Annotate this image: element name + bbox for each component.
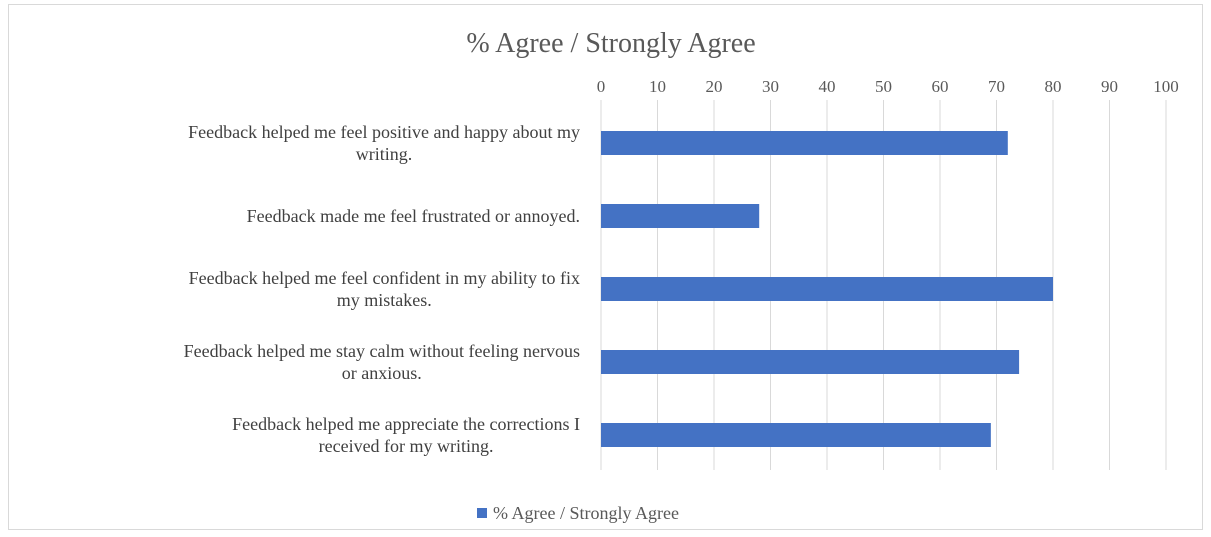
category-labels: Feedback helped me feel positive and hap… <box>184 122 580 456</box>
x-tick-label: 80 <box>1045 77 1062 96</box>
x-axis-ticks: 0 10 20 30 40 50 60 70 80 90 100 <box>597 77 1179 96</box>
legend-label: % Agree / Strongly Agree <box>493 503 679 523</box>
legend: % Agree / Strongly Agree <box>477 503 679 523</box>
x-tick-label: 0 <box>597 77 606 96</box>
x-tick-label: 70 <box>988 77 1005 96</box>
x-tick-label: 20 <box>706 77 723 96</box>
category-label: Feedback made me feel frustrated or anno… <box>247 206 580 226</box>
category-label: Feedback helped me feel positive and hap… <box>188 122 580 142</box>
bar <box>601 131 1008 155</box>
legend-swatch <box>477 508 487 518</box>
category-label: Feedback helped me appreciate the correc… <box>232 414 580 434</box>
category-label: writing. <box>356 144 413 164</box>
category-label: or anxious. <box>342 363 422 383</box>
x-tick-label: 40 <box>819 77 836 96</box>
category-label: received for my writing. <box>319 436 494 456</box>
bar <box>601 277 1053 301</box>
category-label: Feedback helped me stay calm without fee… <box>184 341 580 361</box>
bars <box>601 131 1053 447</box>
bar <box>601 350 1020 374</box>
x-tick-label: 10 <box>649 77 666 96</box>
x-tick-label: 50 <box>875 77 892 96</box>
x-tick-label: 30 <box>762 77 779 96</box>
bar <box>601 204 760 228</box>
x-tick-label: 60 <box>932 77 949 96</box>
chart-title: % Agree / Strongly Agree <box>466 28 755 59</box>
x-tick-label: 100 <box>1153 77 1179 96</box>
bar <box>601 423 991 447</box>
category-label: my mistakes. <box>337 290 432 310</box>
x-tick-label: 90 <box>1101 77 1118 96</box>
category-label: Feedback helped me feel confident in my … <box>189 268 580 288</box>
